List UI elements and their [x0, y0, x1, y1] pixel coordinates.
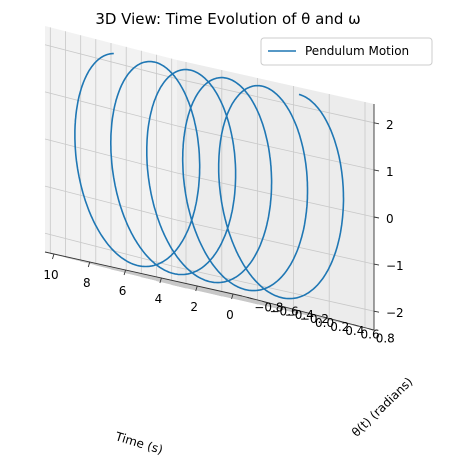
z-tick-label: 2 [386, 118, 394, 132]
gridline-y [140, 50, 339, 322]
x-tick [159, 277, 162, 284]
axes-panes [45, 26, 374, 330]
grid-lines [44, 27, 375, 329]
series-layer [74, 52, 345, 300]
z-tick-label: −1 [386, 259, 404, 273]
legend-label: Pendulum Motion [305, 44, 409, 58]
x-tick-label: 4 [155, 292, 163, 306]
y-tick-label: 0.0 [315, 316, 334, 330]
z-tick [373, 122, 380, 125]
x-tick [123, 269, 127, 276]
gridline-y [110, 43, 309, 314]
x-axis-line [44, 251, 243, 297]
x-tick-label: 6 [119, 284, 127, 298]
z-tick [373, 263, 380, 266]
x-tick-label: 10 [43, 268, 58, 282]
gridline-y [80, 35, 278, 306]
legend: Pendulum Motion [260, 37, 433, 66]
x-tick [52, 253, 55, 260]
x-tick [195, 285, 198, 292]
gridline-z [44, 91, 375, 171]
tick-labels: 0246810−0.8−0.6−0.4−0.20.00.20.40.60.8−2… [43, 118, 403, 346]
z-tick [373, 169, 380, 172]
tick-marks [52, 122, 380, 331]
x-tick [231, 293, 234, 300]
gridline-y [171, 58, 369, 329]
y-tick [262, 300, 268, 304]
y-tick [247, 296, 253, 300]
x-tick-label: 2 [190, 300, 198, 314]
y-tick-label: 0.8 [376, 332, 395, 346]
gridline-y [156, 54, 354, 326]
y-tick-label: 0.2 [330, 320, 349, 334]
y-tick [338, 320, 344, 323]
z-tick [373, 216, 380, 219]
x-tick-label: 0 [226, 308, 234, 322]
x-axis-label: Time (s) [113, 429, 165, 457]
z-tick-label: 1 [386, 165, 394, 179]
gridline-y [95, 39, 293, 310]
x-tick-label: 8 [83, 276, 91, 290]
series-line-pendulum-motion [74, 52, 345, 300]
y-tick-label: 0.4 [345, 324, 364, 338]
gridline-z [44, 185, 375, 265]
y-tick-label: 0.6 [361, 328, 380, 342]
gridline-z [44, 232, 375, 312]
y-tick [292, 308, 298, 312]
y-axis-label: θ(t) (radians) [349, 375, 416, 440]
z-tick-label: 0 [386, 212, 394, 226]
z-tick [373, 310, 380, 313]
y-tick [368, 328, 374, 331]
y-tick [277, 304, 283, 308]
gridline-y [125, 46, 324, 318]
y-tick [353, 324, 359, 327]
y-tick-label: −0.6 [270, 304, 299, 318]
chart-title: 3D View: Time Evolution of θ and ω [95, 10, 360, 28]
legend-box [260, 37, 433, 66]
z-tick-label: −2 [386, 306, 404, 320]
y-tick [323, 316, 329, 319]
gridline-z [44, 138, 375, 218]
y-tick-label: −0.4 [285, 308, 314, 322]
y-tick [307, 312, 314, 315]
x-tick [87, 261, 91, 268]
y-tick-label: −0.2 [300, 312, 329, 326]
y-tick-label: −0.8 [254, 300, 283, 314]
